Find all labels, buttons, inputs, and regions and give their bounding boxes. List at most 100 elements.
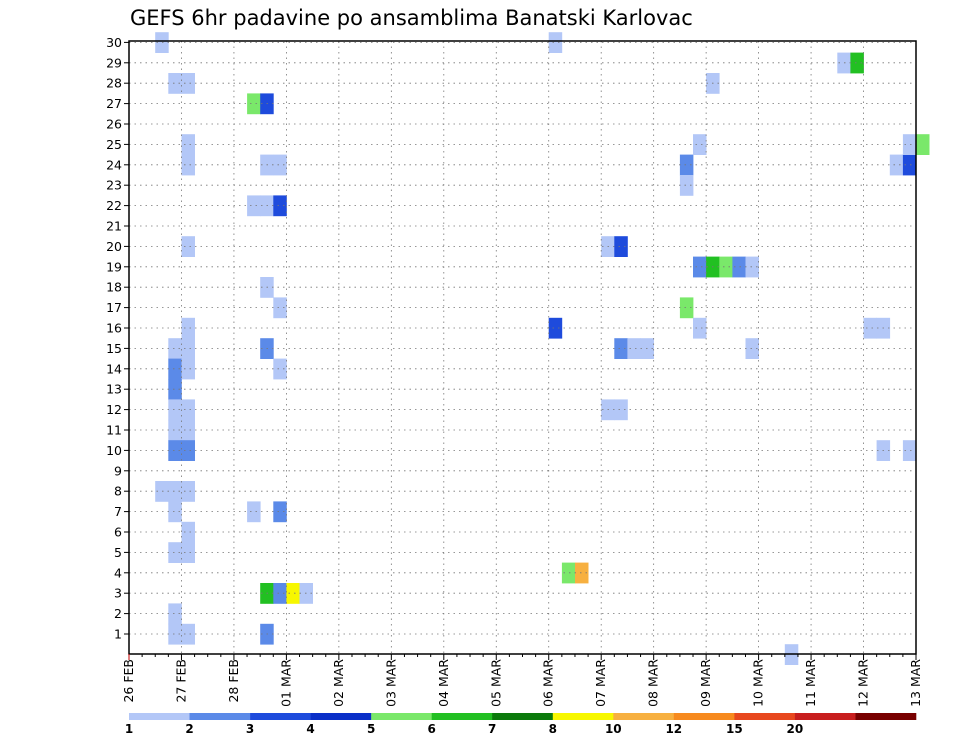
heatmap-cell	[745, 338, 759, 359]
heatmap-cell	[181, 338, 195, 359]
y-tick-label: 18	[106, 280, 122, 295]
y-tick-label: 15	[106, 341, 122, 356]
colorbar-label: 20	[787, 722, 804, 736]
colorbar-swatch	[189, 713, 251, 720]
heatmap-cell	[679, 154, 694, 176]
x-tick-label: 05 MAR	[488, 659, 503, 707]
chart-title: GEFS 6hr padavine po ansamblima Banatski…	[130, 6, 693, 30]
x-tick-label: 04 MAR	[436, 659, 451, 707]
x-tick-label: 26 FEB	[121, 659, 136, 703]
heatmap-cell	[181, 521, 195, 543]
x-tick-label: 01 MAR	[278, 659, 293, 707]
y-tick-label: 22	[106, 198, 122, 213]
colorbar-swatch	[310, 713, 372, 720]
y-tick-label: 21	[106, 219, 122, 234]
y-tick-label: 24	[106, 157, 122, 172]
colorbar-label: 15	[726, 722, 743, 736]
heatmap-cell	[181, 419, 195, 441]
y-tick-label: 29	[106, 55, 122, 70]
heatmap-cell	[181, 236, 195, 257]
heatmap-cell	[181, 358, 195, 380]
y-tick-label: 19	[106, 259, 122, 274]
y-tick-label: 2	[114, 606, 122, 621]
y-tick-label: 20	[106, 239, 122, 254]
colorbar-label: 12	[665, 722, 682, 736]
y-tick-label: 28	[106, 76, 122, 91]
heatmap-cell	[679, 297, 694, 319]
heatmap-cell	[902, 134, 917, 155]
y-tick-label: 17	[106, 300, 122, 315]
heatmap-cell	[548, 32, 563, 53]
colorbar-label: 3	[246, 722, 254, 736]
heatmap-cell	[181, 317, 195, 339]
heatmap-cell	[168, 481, 182, 502]
x-tick-label: 06 MAR	[541, 659, 556, 707]
colorbar-label: 6	[428, 722, 436, 736]
colorbar-swatch	[492, 713, 553, 720]
colorbar-swatch	[371, 713, 432, 720]
heatmap-cell	[247, 195, 261, 217]
heatmap-cell	[863, 317, 877, 339]
colorbar-swatch	[613, 713, 675, 720]
y-tick-label: 4	[114, 565, 122, 580]
plot-frame	[128, 40, 917, 655]
y-tick-label: 16	[106, 321, 122, 336]
y-tick-label: 5	[114, 545, 122, 560]
y-tick-label: 12	[106, 402, 122, 417]
colorbar-label: 2	[185, 722, 193, 736]
heatmap-cell	[719, 256, 733, 278]
heatmap-cell	[273, 154, 287, 176]
colorbar-label: 1	[125, 722, 133, 736]
heatmap-cell	[273, 358, 287, 380]
x-tick-label: 13 MAR	[908, 659, 923, 707]
heatmap-cell	[168, 440, 182, 461]
heatmap-cell	[181, 542, 195, 563]
y-tick-label: 9	[114, 463, 122, 478]
heatmap-cell	[575, 562, 589, 584]
y-axis-ticks: 1234567891011121314151617181920212223242…	[106, 35, 129, 642]
heatmap-cell	[693, 134, 707, 155]
y-tick-label: 8	[114, 484, 122, 499]
heatmap-cell	[247, 93, 261, 115]
heatmap-cell	[181, 481, 195, 502]
heatmap-cell	[614, 338, 628, 359]
heatmap-cell	[693, 317, 707, 339]
heatmap-cell	[155, 481, 169, 502]
y-tick-label: 26	[106, 117, 122, 132]
heatmap-cell	[614, 236, 628, 257]
heatmap-cell	[181, 154, 195, 176]
heatmap-cell	[902, 440, 917, 461]
heatmap-cell	[902, 154, 917, 176]
x-axis-ticks: 26 FEB 27 FEB 28 FEB 01 MAR 02 MAR 03 MAR 04 M…	[121, 654, 923, 707]
x-tick-label: 27 FEB	[173, 659, 188, 703]
colorbar-swatch	[250, 713, 311, 720]
y-tick-label: 7	[114, 504, 122, 519]
heatmap-cell	[168, 379, 182, 400]
colorbar-swatch	[855, 713, 917, 720]
heatmap-cell	[286, 583, 300, 604]
colorbar-label: 10	[605, 722, 622, 736]
x-tick-label: 28 FEB	[226, 659, 241, 703]
heatmap-cell	[679, 175, 694, 196]
heatmap-cell	[247, 501, 261, 523]
heatmap-cell	[168, 358, 182, 380]
heatmap-cell	[168, 542, 182, 563]
heatmap-cell	[889, 154, 904, 176]
heatmap-cell	[732, 256, 746, 278]
heatmap-cell	[181, 440, 195, 461]
colorbar-swatch	[734, 713, 796, 720]
x-tick-label: 12 MAR	[856, 659, 871, 707]
colorbar-swatch	[673, 713, 735, 720]
colorbar-swatch	[794, 713, 856, 720]
heatmap-cell	[168, 603, 182, 625]
heatmap-cell	[273, 583, 287, 604]
heatmap-cell	[273, 195, 287, 217]
heatmap-cell	[693, 256, 707, 278]
x-tick-label: 03 MAR	[383, 659, 398, 707]
heatmap-cell	[168, 623, 182, 645]
x-tick-label: 07 MAR	[593, 659, 608, 707]
heatmap-cell	[181, 623, 195, 645]
x-tick-label: 02 MAR	[331, 659, 346, 707]
heatmap-cell	[168, 73, 182, 94]
